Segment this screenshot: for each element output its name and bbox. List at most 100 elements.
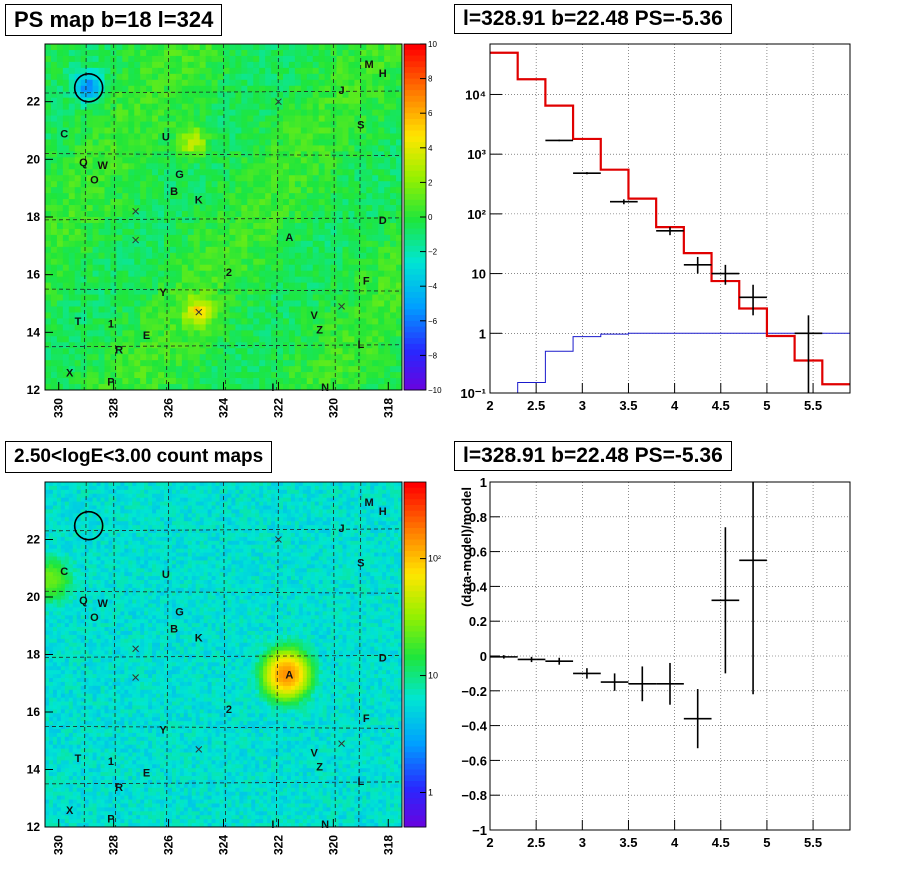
colorbar-tick-label: 6 xyxy=(428,109,433,118)
source-label-Q: Q xyxy=(79,157,88,169)
x-tick-label: 4.5 xyxy=(712,835,730,850)
residual-point xyxy=(545,658,573,665)
y-tick-label: 14 xyxy=(27,325,41,339)
colorbar-tick-label: 8 xyxy=(428,75,433,84)
source-label-2: 2 xyxy=(226,267,232,279)
ps-map-title: PS map b=18 l=324 xyxy=(5,4,222,36)
colorbar-tick-label: 0 xyxy=(428,213,433,222)
y-tick-label: 12 xyxy=(27,383,41,397)
x-tick-label: 330 xyxy=(52,398,66,418)
colorbar-tick-label: 10 xyxy=(428,671,438,681)
data-point xyxy=(684,257,712,274)
source-label-H: H xyxy=(379,68,387,80)
source-label-R: R xyxy=(115,345,123,357)
y-tick-label: 1 xyxy=(480,475,487,490)
colorbar-tick-label: −6 xyxy=(428,317,438,326)
x-tick-label: 328 xyxy=(107,398,121,418)
x-tick-label: 2 xyxy=(486,835,493,850)
y-tick-label: 14 xyxy=(27,763,41,777)
x-tick-label: 326 xyxy=(162,398,176,418)
x-tick-label: 322 xyxy=(271,835,285,855)
residual-point xyxy=(712,527,740,673)
source-label-X: X xyxy=(66,368,74,380)
source-label-C: C xyxy=(60,566,68,578)
data-point xyxy=(545,140,573,142)
x-tick-label: 320 xyxy=(326,398,340,418)
source-label-K: K xyxy=(195,632,203,644)
source-label-I: I xyxy=(271,819,274,831)
source-label-Z: Z xyxy=(316,762,323,774)
colorbar-tick-label: −10 xyxy=(428,386,442,395)
source-label-X: X xyxy=(66,805,74,817)
source-label-2: 2 xyxy=(226,704,232,716)
y-tick-label: 10⁻¹ xyxy=(460,386,486,401)
data-point xyxy=(573,172,601,174)
source-label-A: A xyxy=(285,232,293,244)
y-tick-label: 18 xyxy=(27,648,41,662)
source-label-S: S xyxy=(357,120,364,132)
x-tick-label: 322 xyxy=(271,398,285,418)
source-label-W: W xyxy=(97,598,108,610)
source-label-T: T xyxy=(75,316,82,328)
colorbar-tick-label: −2 xyxy=(428,248,438,257)
y-axis-label: (data-model)/model xyxy=(459,487,474,607)
grid-lines xyxy=(490,44,850,393)
residual-point xyxy=(601,673,629,690)
y-tick-label: −1 xyxy=(472,823,487,838)
colorbar-tick-label: −4 xyxy=(428,282,438,291)
x-tick-label: 5.5 xyxy=(804,398,822,413)
residual-point xyxy=(628,666,656,701)
source-label-E: E xyxy=(143,767,150,779)
source-label-E: E xyxy=(143,330,150,342)
residual-point xyxy=(656,663,684,705)
y-tick-label: 22 xyxy=(27,533,41,547)
x-tick-label: 326 xyxy=(162,835,176,855)
x-tick-label: 4.5 xyxy=(712,398,730,413)
colorbar-tick-label: 2 xyxy=(428,178,433,187)
spectrum-title: l=328.91 b=22.48 PS=-5.36 xyxy=(454,4,732,34)
y-tick-label: −0.4 xyxy=(461,719,487,734)
source-label-F: F xyxy=(363,275,370,287)
y-tick-label: 20 xyxy=(27,590,41,604)
y-tick-label: −0.8 xyxy=(461,788,487,803)
colorbar xyxy=(404,482,426,828)
x-tick-label: 4 xyxy=(671,398,679,413)
y-tick-label: 18 xyxy=(27,210,41,224)
plot-frame xyxy=(490,44,850,393)
source-label-A: A xyxy=(285,670,293,682)
residual-point xyxy=(573,668,601,678)
model-histogram xyxy=(490,53,850,385)
x-tick-label: 2.5 xyxy=(527,398,545,413)
y-tick-label: 1 xyxy=(479,326,486,341)
x-tick-label: 4 xyxy=(671,835,679,850)
source-label-Y: Y xyxy=(159,724,167,736)
source-label-1: 1 xyxy=(108,756,114,768)
x-tick-label: 320 xyxy=(326,835,340,855)
count-map-title: 2.50<logE<3.00 count maps xyxy=(5,441,272,473)
source-label-J: J xyxy=(339,523,345,535)
source-label-B: B xyxy=(170,624,178,636)
data-point xyxy=(739,285,767,316)
data-point xyxy=(795,315,823,393)
source-label-T: T xyxy=(75,753,82,765)
source-label-Q: Q xyxy=(79,595,88,607)
y-tick-label: 0 xyxy=(480,649,487,664)
y-tick-label: 0.2 xyxy=(469,614,487,629)
x-tick-label: 2 xyxy=(486,398,493,413)
source-label-O: O xyxy=(90,612,99,624)
x-tick-label: 5.5 xyxy=(804,835,822,850)
colorbar-tick-label: 10² xyxy=(428,554,441,564)
blue-histogram xyxy=(490,333,850,393)
source-label-O: O xyxy=(90,175,99,187)
x-tick-label: 330 xyxy=(52,835,66,855)
x-tick-label: 324 xyxy=(217,835,231,855)
y-tick-label: 16 xyxy=(27,268,41,282)
data-point xyxy=(610,199,638,204)
